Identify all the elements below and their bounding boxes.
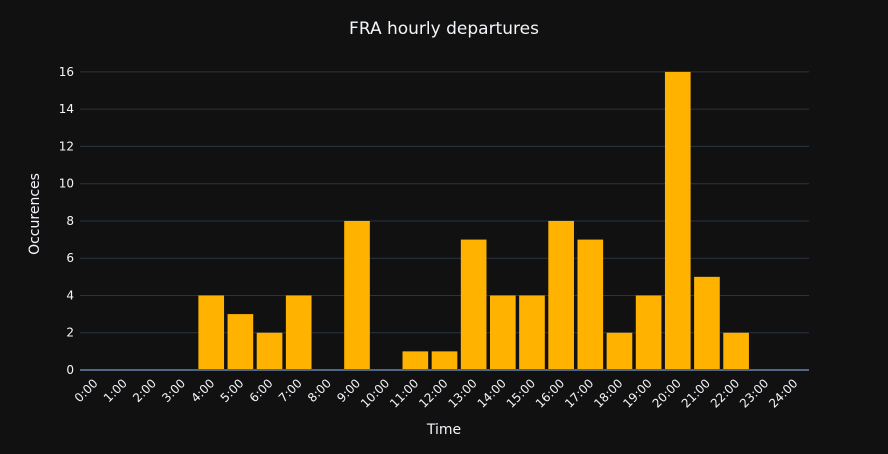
x-axis-title: Time [426, 422, 461, 438]
bar-18-00 [606, 332, 633, 370]
x-tick-label: 17:00 [562, 376, 596, 410]
x-tick-label: 13:00 [445, 376, 479, 410]
x-tick-label: 14:00 [475, 376, 509, 410]
x-tick-label: 23:00 [737, 376, 771, 410]
bar-6-00 [256, 332, 283, 370]
bar-7-00 [285, 295, 312, 370]
y-tick-label: 10 [59, 177, 74, 191]
y-tick-label: 4 [66, 288, 74, 302]
bar-15-00 [519, 295, 545, 370]
x-tick-label: 19:00 [620, 376, 654, 410]
x-tick-label: 15:00 [504, 376, 538, 410]
x-tick-label: 2:00 [130, 376, 159, 405]
y-tick-label: 12 [59, 139, 74, 153]
y-tick-label: 6 [66, 251, 74, 265]
y-tick-label: 14 [59, 102, 74, 116]
bar-12-00 [431, 351, 458, 370]
bar-14-00 [489, 295, 516, 370]
x-tick-label: 3:00 [159, 376, 188, 405]
y-axis-title: Occurences [27, 173, 43, 255]
x-tick-label: 12:00 [416, 376, 450, 410]
x-tick-label: 6:00 [247, 376, 276, 405]
x-tick-label: 1:00 [101, 376, 130, 405]
x-tick-label: 20:00 [650, 376, 684, 410]
bar-22-00 [723, 332, 749, 370]
bar-4-00 [198, 295, 225, 370]
x-tick-label: 0:00 [72, 376, 101, 405]
x-tick-label: 18:00 [591, 376, 625, 410]
x-tick-label: 11:00 [387, 376, 421, 410]
y-tick-label: 0 [66, 363, 74, 377]
x-tick-label: 24:00 [766, 376, 800, 410]
bar-19-00 [635, 295, 662, 370]
bar-16-00 [548, 220, 574, 370]
x-tick-label: 10:00 [358, 376, 392, 410]
chart-title: FRA hourly departures [349, 19, 539, 39]
y-tick-label: 16 [59, 65, 74, 79]
bar-11-00 [402, 351, 429, 370]
x-tick-label: 4:00 [188, 376, 217, 405]
x-tick-label: 22:00 [708, 376, 742, 410]
x-tick-label: 21:00 [679, 376, 713, 410]
bar-9-00 [344, 220, 370, 370]
x-tick-label: 5:00 [218, 376, 247, 405]
bars [198, 71, 749, 371]
x-tick-label: 8:00 [305, 376, 334, 405]
y-tick-label: 8 [66, 214, 74, 228]
bar-17-00 [577, 239, 604, 370]
x-tick-label: 16:00 [533, 376, 567, 410]
bar-5-00 [227, 314, 254, 370]
x-tick-label: 7:00 [276, 376, 305, 405]
bar-20-00 [664, 71, 691, 371]
y-tick-label: 2 [66, 326, 74, 340]
bar-21-00 [694, 276, 720, 370]
bar-13-00 [460, 239, 487, 370]
